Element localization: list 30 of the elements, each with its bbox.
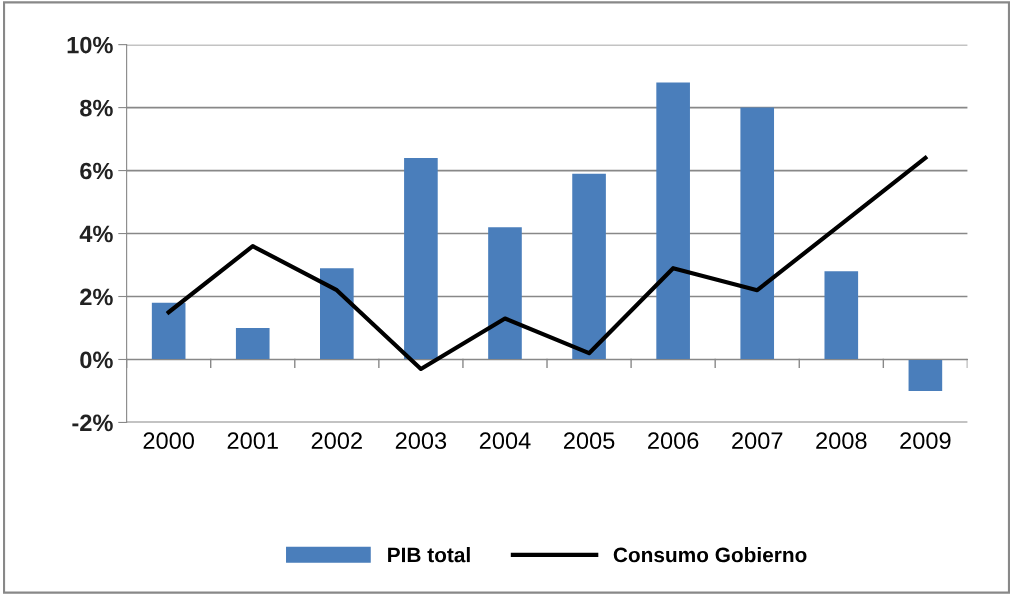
y-tick-label: 2% xyxy=(80,288,113,306)
legend-label: PIB total xyxy=(388,546,470,563)
y-tick-label: 10% xyxy=(67,36,113,54)
y-tick-label: -2% xyxy=(72,414,113,432)
bar xyxy=(404,157,438,360)
x-tick-label: 2005 xyxy=(563,432,615,450)
x-tick-label: 2004 xyxy=(479,432,531,450)
y-tick-label: 8% xyxy=(80,99,113,117)
x-tick-label: 2008 xyxy=(816,432,867,450)
x-tick-label: 2007 xyxy=(732,432,783,450)
x-tick-label: 2006 xyxy=(648,432,699,450)
bar xyxy=(740,107,775,360)
bar xyxy=(572,173,606,360)
bar xyxy=(235,327,270,360)
legend-label: Consumo Gobierno xyxy=(613,546,807,563)
bar xyxy=(908,359,943,391)
y-tick-label: 6% xyxy=(80,162,113,180)
x-tick-label: 2009 xyxy=(900,432,951,450)
bar xyxy=(824,271,859,360)
bar xyxy=(320,268,354,360)
x-tick-label: 2001 xyxy=(227,432,278,450)
x-tick-label: 2003 xyxy=(395,432,447,450)
bar xyxy=(151,302,186,360)
x-tick-label: 2000 xyxy=(143,432,195,450)
bar xyxy=(656,82,690,360)
line-series xyxy=(166,155,928,372)
x-tick-label: 2002 xyxy=(311,432,362,450)
y-tick-label: 4% xyxy=(79,225,113,243)
y-tick-label: 0% xyxy=(80,351,113,369)
bar xyxy=(488,227,522,360)
